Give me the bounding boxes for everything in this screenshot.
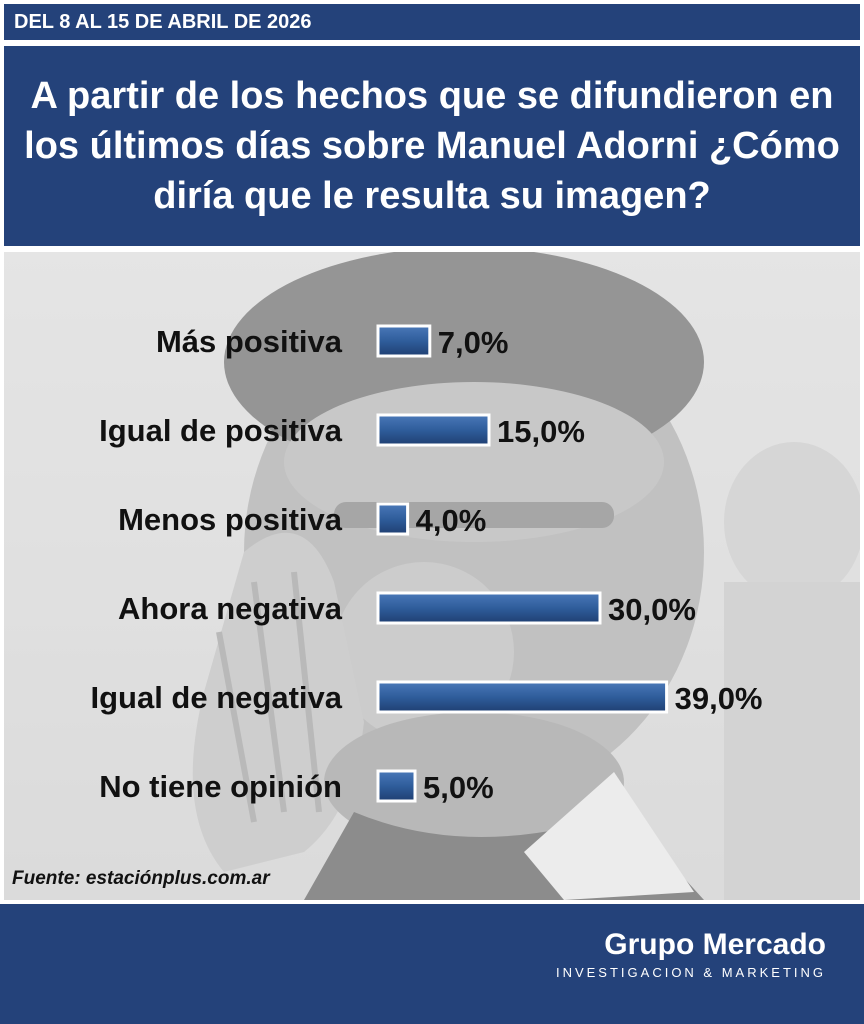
value-label: 15,0%	[497, 414, 585, 449]
value-label: 5,0%	[423, 770, 494, 805]
footer-band	[0, 904, 864, 1024]
value-label: 30,0%	[608, 592, 696, 627]
value-label: 4,0%	[416, 503, 487, 538]
bar	[376, 769, 417, 803]
bar	[376, 680, 669, 714]
bar	[376, 324, 432, 358]
brand-logo: Grupo Mercado INVESTIGACION & MARKETING	[556, 928, 826, 984]
brand-tagline: INVESTIGACION & MARKETING	[555, 965, 826, 980]
category-label: Igual de negativa	[90, 680, 342, 715]
category-label: Ahora negativa	[118, 591, 343, 626]
portrait-photo-illustration	[4, 252, 860, 900]
bar-chart: Más positiva 7,0% Igual de positiva 15,0% Me…	[90, 324, 763, 805]
category-label: No tiene opinión	[99, 769, 342, 804]
value-label: 7,0%	[438, 325, 509, 360]
bar	[376, 413, 491, 447]
bar	[376, 502, 410, 536]
value-label: 39,0%	[675, 681, 763, 716]
date-range-banner: DEL 8 AL 15 DE ABRIL DE 2026	[4, 4, 860, 40]
category-label: Menos positiva	[118, 502, 343, 537]
background-photo	[4, 252, 860, 900]
bar	[376, 591, 602, 625]
category-label: Igual de positiva	[99, 413, 343, 448]
source-note: Fuente: estaciónplus.com.ar	[12, 868, 270, 889]
category-label: Más positiva	[156, 324, 343, 359]
question-title: A partir de los hechos que se difundiero…	[4, 46, 860, 246]
brand-name: Grupo Mercado	[604, 928, 826, 961]
